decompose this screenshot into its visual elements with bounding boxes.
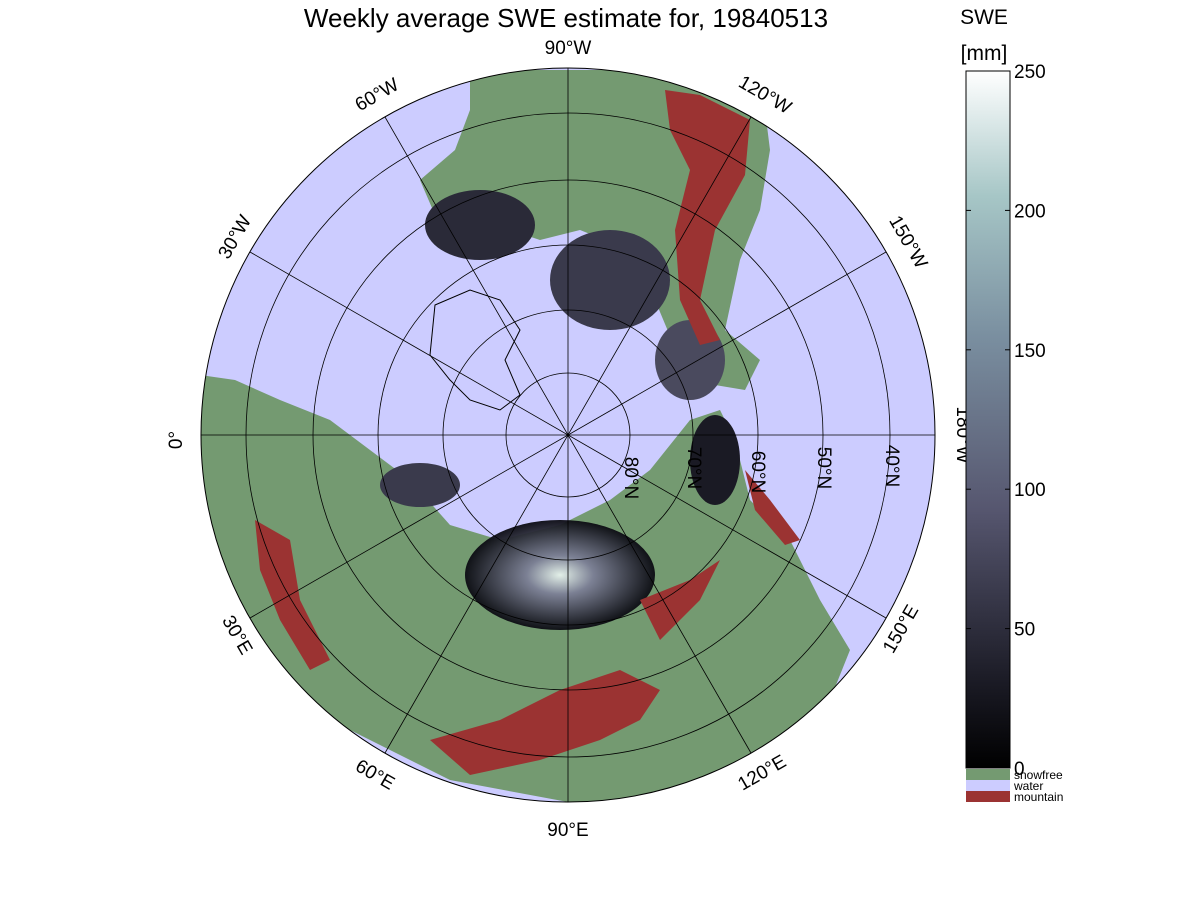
map-title: Weekly average SWE estimate for, 1984051… [304, 3, 828, 33]
colorbar-label-unit: [mm] [961, 42, 1008, 65]
snow-cover-east-siberia [690, 415, 740, 505]
land-greenland[interactable] [429, 289, 521, 411]
mountain-himalaya [430, 670, 660, 775]
colorbar-tick-label: 0 [1014, 759, 1025, 780]
colorbar-tick-label: 200 [1014, 201, 1046, 222]
mountain-rockies [665, 90, 750, 345]
snow-cover-scandinavia [380, 463, 460, 507]
colorbar-tick-label: 250 [1014, 62, 1046, 83]
colorbar-label-swe: SWE [960, 6, 1008, 29]
lat-label-60n: 60°N [747, 451, 768, 493]
snow-cover-siberia [465, 520, 655, 630]
lat-label-70n: 70°N [683, 447, 704, 489]
lon-label-90e: 90°E [547, 820, 588, 841]
land-layer [201, 70, 850, 802]
mountain-siberia-east [640, 560, 720, 640]
colorbar-tick-label: 50 [1014, 620, 1035, 641]
legend-label-water: water [1013, 779, 1043, 793]
mountain-alps [255, 520, 330, 670]
legend-label-snowfree: snowfree [1014, 768, 1063, 782]
latitude-labels: 80°N 70°N 60°N 50°N 40°N [620, 445, 902, 499]
lat-label-40n: 40°N [881, 445, 902, 487]
lon-label-90w: 90°W [545, 38, 592, 59]
lon-label-60w: 60°W [352, 74, 403, 116]
legend-swatch-mountain [966, 791, 1010, 802]
colorbar-tick-label: 100 [1014, 480, 1046, 501]
map-boundary [200, 67, 936, 803]
polar-map [200, 67, 936, 803]
legend-swatch-water [966, 780, 1010, 791]
lon-label-0: 0° [166, 431, 187, 449]
lon-label-120w: 120°W [735, 72, 795, 119]
mountain-kamchatka [745, 470, 800, 545]
snow-cover-canada-east [425, 190, 535, 260]
colorbar: SWE [mm] 0 50 100 150 200 250 snowfreewatermo… [960, 6, 1063, 804]
snow-cover-canada-north [550, 230, 670, 330]
graticule [200, 67, 936, 803]
colorbar-tick-label: 150 [1014, 341, 1046, 362]
colorbar-gradient [965, 70, 1011, 769]
legend-label-mountain: mountain [1014, 790, 1063, 804]
lat-label-80n: 80°N [620, 457, 641, 499]
colorbar-ticks: 0 50 100 150 200 250 [966, 62, 1046, 780]
legend-swatch-snowfree [966, 769, 1010, 780]
lat-label-50n: 50°N [813, 447, 834, 489]
lon-label-60e: 60°E [352, 756, 398, 795]
